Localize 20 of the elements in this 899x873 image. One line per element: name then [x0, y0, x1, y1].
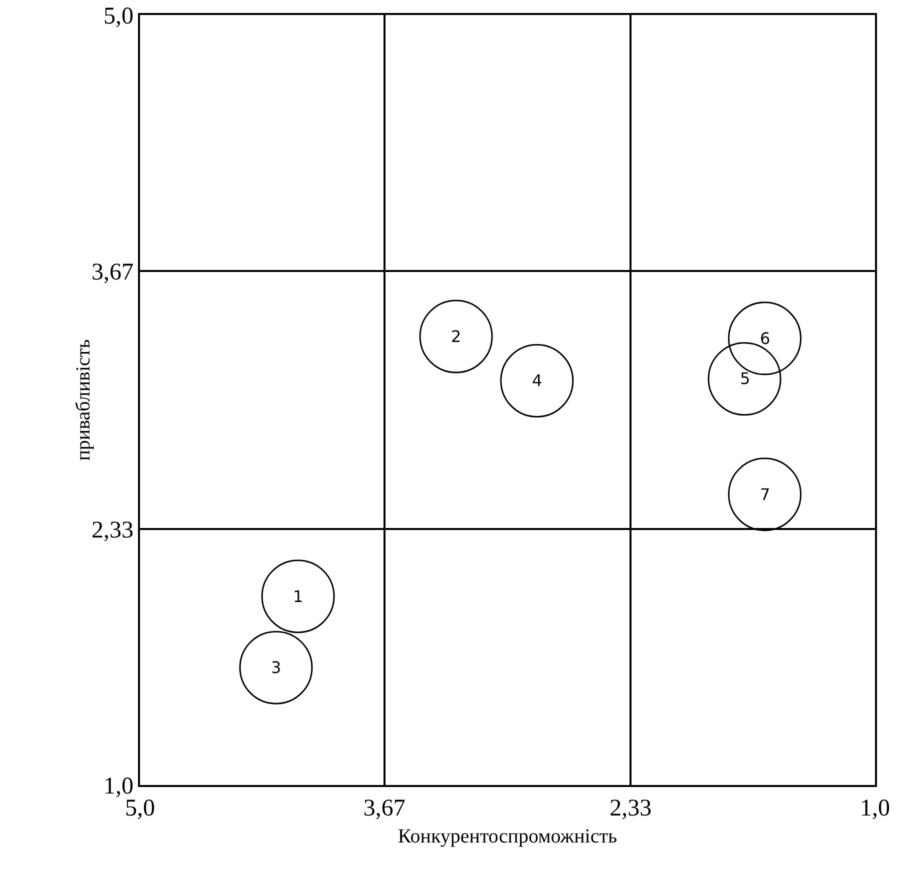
point	[728, 458, 802, 532]
y-axis-title: привабливість	[72, 339, 94, 461]
y-tick-label: 2,33	[91, 517, 134, 544]
x-tick-label: 2,33	[610, 796, 652, 822]
annotation: 2	[451, 327, 462, 346]
point	[239, 630, 313, 704]
y-tick-label: 3,67	[91, 259, 134, 286]
x-axis-title: Конкурентоспроможність	[398, 826, 618, 848]
annotation: 7	[760, 485, 770, 504]
annotation: 5	[740, 369, 750, 388]
annotation: 6	[760, 329, 770, 348]
x-tick-label: 3,67	[363, 796, 406, 822]
point	[500, 344, 574, 418]
x-tick-label: 1,0	[860, 796, 890, 822]
point	[419, 300, 493, 374]
y-tick-label: 5,0	[103, 3, 134, 30]
annotation: 3	[271, 658, 282, 677]
point	[261, 560, 335, 634]
annotation: 4	[532, 371, 542, 390]
annotation: 1	[293, 587, 304, 606]
